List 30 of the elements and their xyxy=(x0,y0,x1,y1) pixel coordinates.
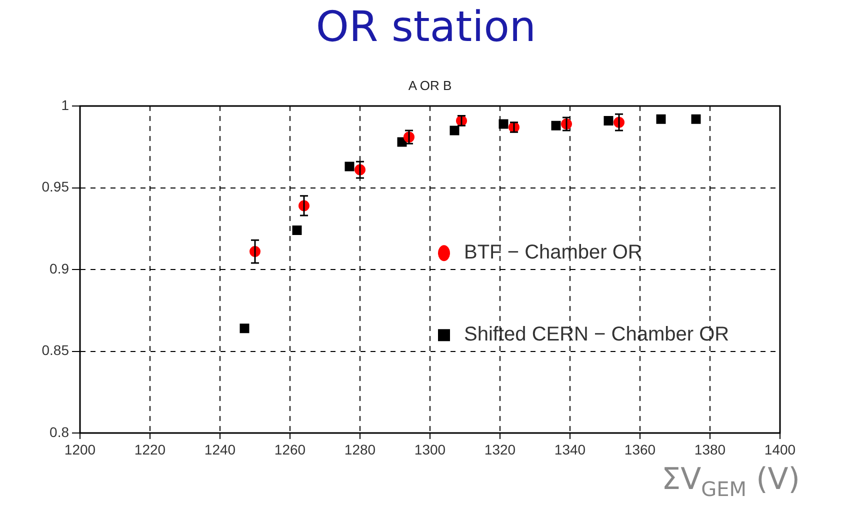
legend-label: Shifted CERN − Chamber OR xyxy=(464,324,730,346)
x-tick-label: 1260 xyxy=(274,441,306,458)
x-tick-label: 1240 xyxy=(204,441,236,458)
chart-subtitle: A OR B xyxy=(407,78,453,93)
x-axis-title: ΣV$_{GEM}$ (V) xyxy=(662,462,800,501)
y-tick-label: 0.85 xyxy=(42,342,70,358)
y-tick-label: 0.95 xyxy=(42,178,70,195)
point xyxy=(691,114,701,124)
x-tick-label: 1220 xyxy=(134,441,166,458)
point xyxy=(604,116,614,126)
x-tick-label: 1380 xyxy=(694,441,726,458)
y-tick-label: 1 xyxy=(61,96,70,113)
x-tick-label: 1340 xyxy=(554,441,586,458)
y-tick-label: 0.8 xyxy=(50,424,70,440)
point xyxy=(656,114,666,124)
x-tick-label: 1300 xyxy=(414,441,446,458)
legend-label: BTF − Chamber OR xyxy=(464,242,642,264)
point xyxy=(344,162,354,172)
point xyxy=(498,119,508,129)
point xyxy=(551,120,561,130)
x-tick-label: 1280 xyxy=(344,441,376,458)
x-tick-label: 1320 xyxy=(484,441,516,458)
x-tick-label: 1360 xyxy=(624,441,656,458)
point xyxy=(292,226,302,236)
x-tick-label: 1200 xyxy=(64,441,96,458)
chart-title: OR station xyxy=(314,2,538,51)
point xyxy=(240,324,250,334)
y-tick-label: 0.9 xyxy=(50,260,70,276)
point xyxy=(450,126,460,136)
x-tick-label: 1400 xyxy=(764,441,796,458)
